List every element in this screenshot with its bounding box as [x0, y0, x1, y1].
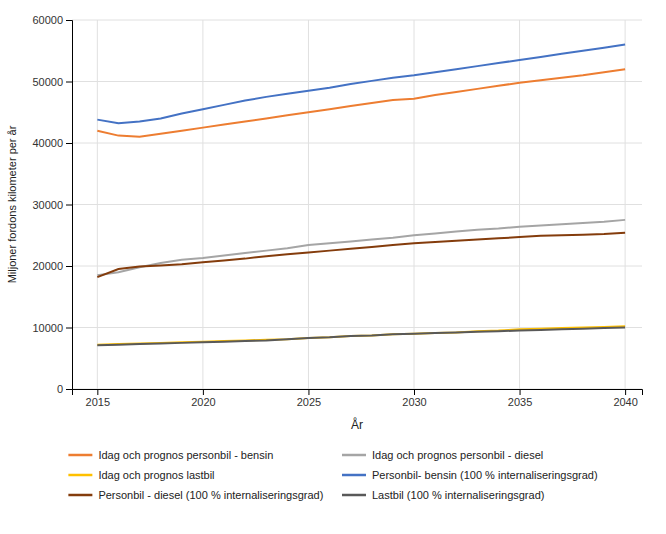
- series-line: [97, 233, 625, 277]
- x-tick: 2035: [508, 389, 532, 408]
- plot: 2015 2020 2025 2030 2035 2040 0 10000 20000 30000…: [32, 14, 642, 408]
- y-axis-title: Miljoner fordons kilometer per år: [6, 125, 18, 283]
- legend-label: Personbil - diesel (100 % internaliserin…: [98, 489, 323, 501]
- x-tick-mark: [97, 389, 98, 395]
- y-tick-mark: [66, 328, 72, 329]
- legend-label: Idag och prognos lastbil: [98, 469, 214, 481]
- y-tick-label: 50000: [32, 76, 63, 88]
- y-tick: 50000: [32, 76, 72, 88]
- y-axis-line: [66, 21, 73, 390]
- legend-swatch: [68, 494, 92, 497]
- legend-swatch: [68, 474, 92, 477]
- x-tick: 2040: [613, 389, 637, 408]
- grid-line-y: [72, 20, 642, 21]
- x-tick: 2015: [86, 389, 110, 408]
- y-tick-label: 10000: [32, 322, 63, 334]
- y-tick: 30000: [32, 199, 72, 211]
- legend-item: Lastbil (100 % internaliseringsgrad): [342, 489, 544, 501]
- legend-label: Lastbil (100 % internaliseringsgrad): [372, 489, 544, 501]
- x-tick-label: 2030: [402, 396, 426, 408]
- legend-item: Idag och prognos lastbil: [68, 469, 214, 481]
- legend-label: Personbil- bensin (100 % internalisering…: [372, 469, 598, 481]
- x-tick: 2020: [191, 389, 215, 408]
- y-tick-mark: [66, 143, 72, 144]
- legend-swatch: [342, 474, 366, 477]
- grid: [72, 20, 642, 389]
- x-tick-mark: [308, 389, 309, 395]
- legend-label: Idag och prognos personbil - bensin: [98, 449, 273, 461]
- x-tick-label: 2020: [191, 396, 215, 408]
- x-axis-title: År: [351, 417, 363, 432]
- y-tick-mark: [66, 82, 72, 83]
- legend-swatch: [68, 454, 92, 457]
- y-tick-label: 30000: [32, 199, 63, 211]
- x-tick-label: 2040: [613, 396, 637, 408]
- x-tick-mark: [520, 389, 521, 395]
- y-axis: 0 10000 20000 30000 40000 50000 60000: [32, 14, 72, 395]
- x-tick: 2025: [297, 389, 321, 408]
- x-tick: 2030: [402, 389, 426, 408]
- grid-line-y: [72, 204, 642, 205]
- x-axis-line: [73, 390, 643, 396]
- series-line: [97, 45, 625, 124]
- legend-item: Idag och prognos personbil - bensin: [68, 449, 273, 461]
- y-tick-mark: [66, 266, 72, 267]
- x-tick-mark: [625, 389, 626, 395]
- legend-swatch: [342, 454, 366, 457]
- x-tick-label: 2035: [508, 396, 532, 408]
- series-group: [97, 45, 625, 346]
- y-tick-label: 60000: [32, 14, 63, 26]
- legend: Idag och prognos personbil - bensin Idag …: [68, 449, 597, 501]
- y-tick-mark: [66, 389, 72, 390]
- y-tick-mark: [66, 20, 72, 21]
- legend-item: Idag och prognos personbil - diesel: [342, 449, 543, 461]
- x-axis: 2015 2020 2025 2030 2035 2040: [73, 389, 643, 408]
- y-tick: 20000: [32, 260, 72, 272]
- grid-line-y: [72, 143, 642, 144]
- y-tick-mark: [66, 205, 72, 206]
- series-line: [97, 326, 625, 344]
- y-tick: 0: [57, 383, 72, 395]
- series-line: [97, 69, 625, 137]
- y-tick: 10000: [32, 322, 72, 334]
- y-tick: 40000: [32, 137, 72, 149]
- x-tick-mark: [414, 389, 415, 395]
- series-line: [97, 328, 625, 346]
- chart: 2015 2020 2025 2030 2035 2040 0 10000 20000 30000…: [0, 0, 666, 534]
- grid-line-y: [72, 81, 642, 82]
- legend-label: Idag och prognos personbil - diesel: [372, 449, 543, 461]
- y-tick-label: 20000: [32, 260, 63, 272]
- x-tick-label: 2015: [86, 396, 110, 408]
- y-tick-label: 0: [57, 383, 63, 395]
- y-tick-label: 40000: [32, 137, 63, 149]
- y-tick: 60000: [32, 14, 72, 26]
- x-tick-label: 2025: [297, 396, 321, 408]
- legend-item: Personbil - diesel (100 % internaliserin…: [68, 489, 323, 501]
- legend-item: Personbil- bensin (100 % internalisering…: [342, 469, 598, 481]
- x-tick-mark: [203, 389, 204, 395]
- legend-swatch: [342, 494, 366, 497]
